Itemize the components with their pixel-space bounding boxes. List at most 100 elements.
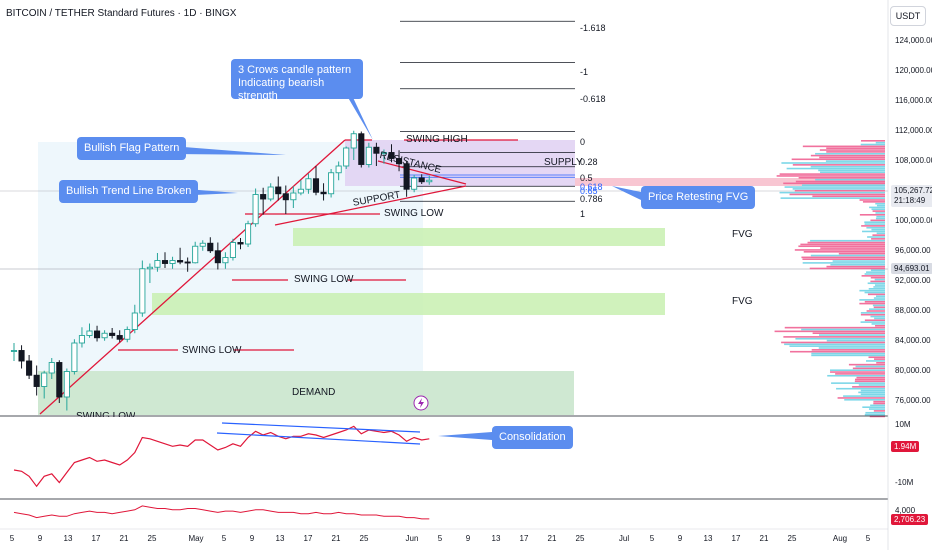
candle-25 bbox=[199, 240, 206, 251]
fvg-label-2: FVG bbox=[732, 296, 753, 307]
volume-profile-bar-37 bbox=[871, 208, 885, 211]
candle-body-25 bbox=[199, 242, 206, 247]
rsi-line bbox=[13, 425, 430, 488]
candle-31 bbox=[244, 220, 252, 247]
candle-2 bbox=[26, 355, 33, 379]
fvg-zone-2 bbox=[152, 293, 665, 315]
candle-body-0 bbox=[10, 350, 18, 352]
support-line bbox=[274, 185, 467, 226]
candle-body-45 bbox=[350, 133, 357, 149]
candle-body-20 bbox=[161, 260, 169, 264]
price-tick-5: 100,000.00 bbox=[895, 216, 932, 225]
volume-profile-bar-85 bbox=[873, 297, 885, 299]
volume-profile-bar-41 bbox=[876, 215, 885, 218]
x-tick-1: 9 bbox=[38, 534, 43, 543]
candle-37 bbox=[290, 186, 297, 208]
candle-48 bbox=[373, 142, 380, 166]
candle-24 bbox=[192, 241, 199, 264]
volume-profile-bar-93 bbox=[860, 312, 885, 314]
candle-3 bbox=[33, 365, 40, 396]
candle-body-11 bbox=[93, 330, 101, 339]
volume-profile-bar-144 bbox=[862, 406, 885, 408]
candle-14 bbox=[116, 330, 123, 343]
level-price-tag: 94,693.01 bbox=[891, 263, 932, 274]
volume-profile-bar-149 bbox=[869, 415, 885, 418]
candle-45 bbox=[350, 130, 357, 160]
chart-title: BITCOIN / TETHER Standard Futures · 1D ·… bbox=[6, 8, 237, 19]
fvg-zone-1 bbox=[293, 228, 665, 246]
x-tick-14: 5 bbox=[438, 534, 443, 543]
volume-profile-bar-4 bbox=[826, 147, 885, 149]
volume-profile-bar-84 bbox=[876, 295, 885, 297]
bullish-flag-pointer bbox=[171, 146, 286, 155]
three-crows-callout: 3 Crows candle pattern Indicating bearis… bbox=[231, 59, 363, 102]
volume-profile-bar-92 bbox=[866, 310, 885, 312]
retesting-pointer bbox=[612, 186, 641, 200]
volume-profile-bar-6 bbox=[826, 151, 885, 153]
candle-35 bbox=[275, 176, 282, 201]
candle-42 bbox=[328, 169, 335, 198]
volume-profile-bar-45 bbox=[864, 223, 885, 225]
candle-38 bbox=[297, 180, 304, 196]
volume-profile-bar-81 bbox=[859, 289, 885, 292]
candle-body-23 bbox=[184, 261, 191, 264]
volume-profile-bar-60 bbox=[803, 251, 885, 253]
candle-33 bbox=[260, 187, 267, 215]
x-tick-19: 25 bbox=[576, 534, 585, 543]
candle-22 bbox=[177, 247, 184, 265]
candle-47 bbox=[365, 142, 372, 168]
volume-axis-label: 4,000 bbox=[895, 506, 916, 515]
swing-high-label: SWING HIGH bbox=[406, 134, 468, 145]
volume-profile-bar-77 bbox=[867, 282, 885, 285]
candle-body-22 bbox=[177, 260, 184, 263]
x-tick-28: 5 bbox=[866, 534, 871, 543]
volume-profile-bar-114 bbox=[790, 350, 885, 353]
volume-profile-bar-65 bbox=[832, 260, 885, 262]
candle-body-35 bbox=[275, 186, 282, 195]
volume-profile-bar-44 bbox=[864, 221, 885, 223]
volume-profile-bar-46 bbox=[861, 225, 885, 227]
candle-body-17 bbox=[139, 268, 146, 314]
candle-12 bbox=[101, 330, 108, 341]
price-tick-11: 76,000.00 bbox=[895, 396, 931, 405]
volume-profile-bar-23 bbox=[783, 182, 885, 185]
volume-profile-bar-32 bbox=[859, 199, 885, 201]
volume-profile-bar-103 bbox=[774, 330, 885, 333]
volume-profile-bar-94 bbox=[860, 313, 885, 316]
rsi-value-tag: 1.94M bbox=[891, 441, 920, 452]
price-tick-2: 116,000.00 bbox=[895, 96, 932, 105]
volume-profile-bar-29 bbox=[789, 193, 885, 196]
volume-profile-bar-14 bbox=[810, 165, 885, 168]
volume-profile-bar-71 bbox=[866, 271, 885, 273]
retesting-fvg-callout: Price Retesting FVG bbox=[641, 186, 756, 209]
volume-profile-bar-52 bbox=[867, 236, 885, 238]
volume-profile-bar-109 bbox=[781, 341, 885, 344]
fib-label-n1618: -1.618 bbox=[580, 23, 606, 33]
candle-18 bbox=[146, 263, 153, 283]
volume-profile-bar-76 bbox=[870, 280, 885, 283]
volume-profile-bar-7 bbox=[815, 152, 885, 155]
candle-body-43 bbox=[335, 165, 342, 174]
volume-profile-bar-145 bbox=[868, 408, 885, 410]
volume-profile-bar-101 bbox=[784, 326, 885, 329]
volume-profile-bar-25 bbox=[784, 186, 885, 188]
volume-profile-bar-63 bbox=[801, 256, 885, 259]
demand-zone bbox=[38, 371, 574, 415]
volume-profile-bar-70 bbox=[870, 269, 885, 272]
volume-profile-bar-51 bbox=[872, 234, 885, 236]
candle-23 bbox=[184, 257, 191, 272]
volume-profile-bar-31 bbox=[780, 197, 885, 199]
candle-body-37 bbox=[290, 192, 297, 201]
currency-selector[interactable]: USDT bbox=[890, 6, 926, 26]
volume-profile-bar-136 bbox=[858, 391, 885, 394]
x-tick-21: 5 bbox=[650, 534, 655, 543]
volume-profile-bar-8 bbox=[810, 154, 885, 157]
volume-profile-bar-66 bbox=[802, 262, 885, 264]
volume-profile-bar-131 bbox=[831, 382, 885, 384]
candle-body-33 bbox=[260, 194, 267, 200]
resistance-line bbox=[377, 160, 467, 185]
volume-profile-bar-36 bbox=[869, 206, 885, 209]
volume-profile-bar-78 bbox=[874, 284, 885, 286]
fib-label-028: 0.28 bbox=[580, 157, 598, 167]
